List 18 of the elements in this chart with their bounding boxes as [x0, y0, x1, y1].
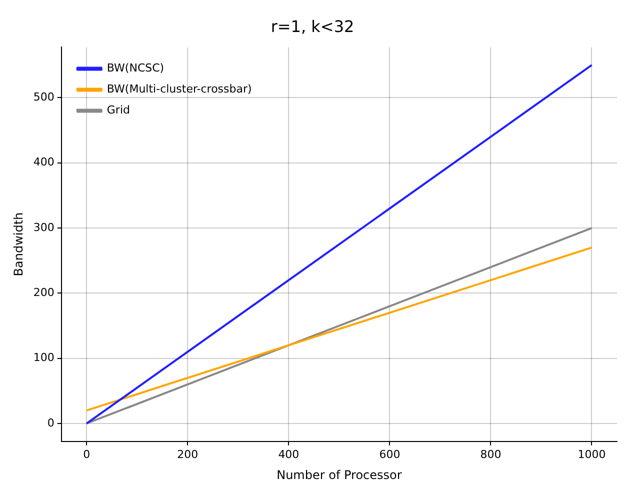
y-tick-label: 400 [33, 156, 54, 169]
y-tick-label: 500 [33, 90, 54, 104]
x-tick-label: 600 [379, 448, 400, 461]
x-tick-label: 800 [480, 448, 502, 461]
legend-label: Grid [106, 104, 130, 117]
legend-label: BW(Multi-cluster-crossbar) [106, 82, 252, 96]
legend-label: BW(NCSC) [106, 62, 164, 75]
x-tick-label: 1000 [578, 448, 606, 461]
x-tick-label: 200 [177, 448, 198, 461]
x-tick-label: 400 [278, 448, 300, 461]
x-tick-label: 0 [83, 448, 90, 461]
y-tick-label: 0 [47, 416, 54, 430]
x-axis-title: Number of Processor [276, 468, 402, 482]
y-axis-title: Bandwidth [11, 212, 26, 276]
y-tick-label: 300 [33, 220, 54, 234]
y-tick-label: 200 [33, 286, 54, 300]
y-tick-label: 100 [33, 351, 54, 364]
chart-title: r=1, k<32 [270, 16, 354, 36]
